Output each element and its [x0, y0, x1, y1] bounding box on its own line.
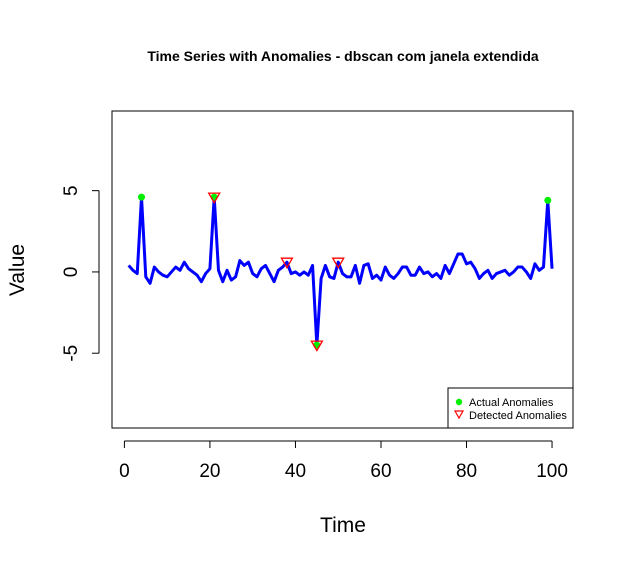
x-tick-label: 40 [285, 461, 306, 482]
x-tick-label: 20 [199, 461, 220, 482]
detected-anomaly-point [280, 257, 294, 269]
x-tick-label: 60 [370, 461, 391, 482]
detected-anomaly-point [310, 340, 324, 352]
chart-title: Time Series with Anomalies - dbscan com … [147, 48, 539, 64]
series-layer [127, 195, 554, 347]
legend-actual-marker [455, 398, 463, 406]
plot-frame [111, 110, 574, 429]
y-axis-label: Value [6, 244, 29, 296]
actual-anomalies-layer [138, 193, 552, 349]
legend-actual-label: Actual Anomalies [469, 397, 554, 409]
x-tick-label: 0 [119, 461, 130, 482]
y-tick-label: -5 [61, 345, 82, 362]
y-tick-label: 5 [61, 185, 82, 196]
actual-anomaly-point [138, 193, 146, 201]
detected-anomaly-point [331, 257, 345, 269]
x-tick-label: 80 [456, 461, 477, 482]
x-axis: 0 20 40 60 80 100 [119, 440, 568, 482]
x-axis-label: Time [320, 514, 366, 537]
series-line [127, 195, 554, 347]
detected-anomaly-point [207, 192, 221, 204]
legend: Actual Anomalies Detected Anomalies [447, 387, 574, 429]
detected-anomalies-layer [207, 192, 345, 352]
actual-anomaly-point [544, 196, 552, 204]
y-tick-label: 0 [61, 267, 82, 278]
x-tick-label: 100 [536, 461, 568, 482]
legend-box [447, 387, 574, 429]
legend-detected-marker [453, 410, 465, 420]
legend-detected-label: Detected Anomalies [469, 410, 567, 422]
y-axis: -5 0 5 [61, 185, 100, 362]
